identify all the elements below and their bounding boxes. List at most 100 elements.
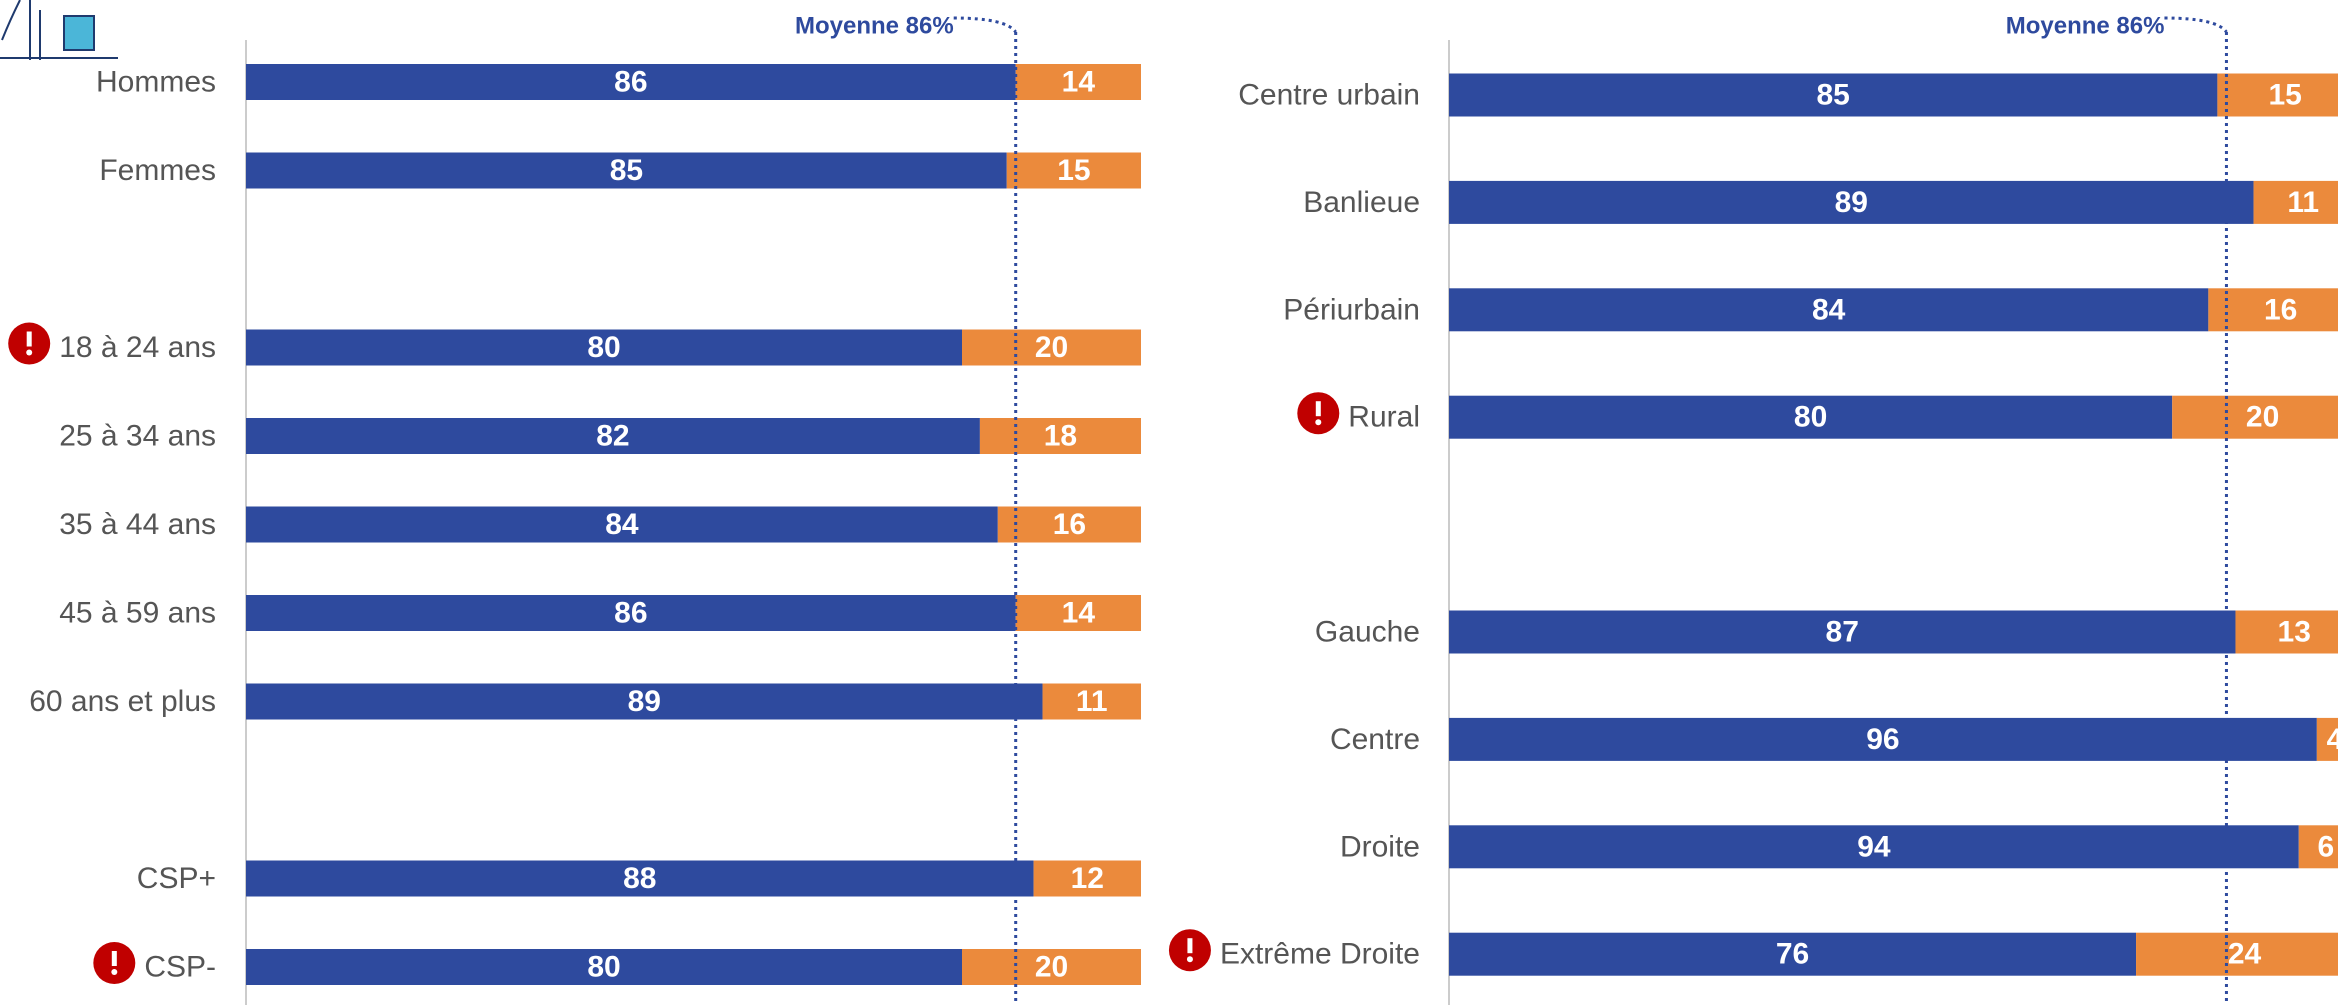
average-connector [2164, 16, 2228, 33]
category-label: 60 ans et plus [29, 685, 216, 718]
value-label: 6 [2318, 830, 2335, 863]
value-label: 24 [2228, 938, 2262, 971]
value-label: 18 [1044, 420, 1077, 453]
bar-segment [2208, 288, 2338, 332]
category-label: Extrême Droite [1220, 938, 1420, 971]
alert-icon-bar [1187, 938, 1193, 954]
category-label: 45 à 59 ans [59, 597, 216, 630]
alert-icon-bar [1315, 401, 1321, 417]
bar-segment [246, 683, 1043, 720]
value-label: 84 [1812, 293, 1846, 326]
value-label: 15 [2269, 79, 2302, 112]
bar-segment [1042, 683, 1141, 720]
value-label: 89 [628, 685, 661, 718]
bar-segment [1033, 860, 1141, 897]
value-label: 14 [1062, 597, 1096, 630]
bar-segment [997, 506, 1141, 543]
bar-segment [246, 860, 1034, 897]
bar-segment [246, 595, 1016, 631]
value-label: 76 [1776, 938, 1809, 971]
value-label: 11 [1076, 685, 1108, 718]
category-label: Gauche [1315, 616, 1420, 649]
category-label: 35 à 44 ans [59, 508, 216, 541]
alert-icon-dot [1315, 419, 1322, 426]
bar-segment [2172, 395, 2338, 439]
category-label: Hommes [96, 66, 216, 99]
bar-segment [2136, 932, 2338, 976]
average-connector [953, 16, 1017, 33]
value-label: 88 [623, 862, 656, 895]
value-label: 86 [614, 597, 647, 630]
value-label: 14 [1062, 66, 1096, 99]
value-label: 20 [1035, 331, 1068, 364]
category-label: Centre [1330, 723, 1420, 756]
bar-segment [246, 949, 962, 985]
alert-icon-bar [26, 331, 32, 347]
alert-icon-bar [111, 951, 117, 966]
bar-segment [246, 329, 962, 366]
alert-icon-dot [1186, 956, 1193, 963]
category-label: 25 à 34 ans [59, 420, 216, 453]
value-label: 80 [1794, 401, 1827, 434]
value-label: 84 [605, 508, 639, 541]
value-label: 13 [2278, 616, 2311, 649]
bar-segment [246, 506, 998, 543]
bar-segment [1006, 152, 1141, 189]
value-label: 80 [587, 331, 620, 364]
bar-segment [1449, 717, 2317, 761]
value-label: 89 [1835, 186, 1868, 219]
category-label: 18 à 24 ans [59, 331, 216, 364]
bar-segment [1449, 73, 2218, 117]
value-label: 86 [614, 66, 647, 99]
value-label: 20 [1035, 951, 1068, 984]
bar-segment [246, 418, 980, 454]
alert-icon-dot [111, 969, 118, 975]
category-label: Droite [1340, 830, 1420, 863]
bar-segment [1449, 932, 2137, 976]
illustration [0, 0, 118, 60]
bar-segment [979, 418, 1141, 454]
value-label: 80 [587, 951, 620, 984]
bar-segment [2217, 73, 2338, 117]
category-label: Centre urbain [1238, 79, 1420, 112]
bar-segment [1449, 610, 2236, 654]
bar-segment [962, 329, 1141, 366]
category-label: Femmes [99, 154, 216, 187]
category-label: CSP+ [137, 862, 216, 895]
value-label: 16 [2264, 293, 2297, 326]
value-label: 11 [2287, 186, 2319, 219]
value-label: 96 [1866, 723, 1899, 756]
category-label: CSP- [144, 951, 216, 984]
bar-segment [2316, 717, 2338, 761]
value-label: 82 [596, 420, 629, 453]
bar-segment [1449, 395, 2173, 439]
bar-segment [1449, 825, 2299, 869]
value-label: 85 [610, 154, 643, 187]
category-label: Rural [1348, 401, 1420, 434]
category-label: Banlieue [1303, 186, 1420, 219]
bar-segment [962, 949, 1141, 985]
value-label: 12 [1071, 862, 1104, 895]
alert-icon-dot [26, 349, 33, 356]
value-label: 16 [1053, 508, 1086, 541]
category-label: Périurbain [1283, 293, 1420, 326]
value-label: 85 [1817, 79, 1850, 112]
value-label: 15 [1057, 154, 1090, 187]
bar-segment [2298, 825, 2338, 869]
value-label: 94 [1857, 830, 1891, 863]
bar-segment [2253, 180, 2338, 224]
value-label: 4 [2327, 723, 2338, 756]
bar-segment [246, 152, 1007, 189]
bar-segment [2235, 610, 2338, 654]
value-label: 20 [2246, 401, 2279, 434]
bar-segment [1015, 64, 1141, 100]
average-label: Moyenne 86% [2006, 13, 2165, 40]
bar-segment [246, 64, 1016, 100]
average-label: Moyenne 86% [795, 13, 954, 40]
value-label: 87 [1826, 616, 1859, 649]
bar-segment [1015, 595, 1141, 631]
bar-segment [1449, 180, 2254, 224]
bar-segment [1449, 288, 2209, 332]
